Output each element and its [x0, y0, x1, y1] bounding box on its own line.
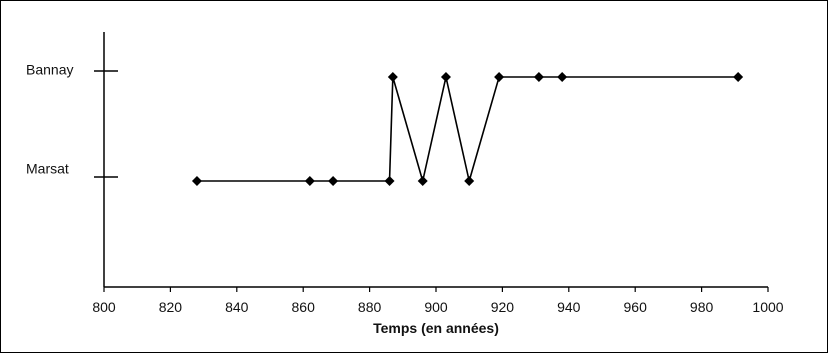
x-tick-label: 940	[557, 299, 581, 315]
series-line	[196, 76, 739, 182]
y-category-label: Marsat	[26, 161, 69, 177]
data-point-diamond	[304, 176, 315, 186]
x-tick-label: 860	[292, 299, 316, 315]
data-point-diamond	[440, 72, 451, 82]
y-category-label: Bannay	[26, 62, 73, 78]
data-point-diamond	[384, 176, 395, 186]
x-tick-label: 980	[690, 299, 714, 315]
data-point-diamond	[494, 72, 505, 82]
x-tick-label: 1000	[752, 299, 783, 315]
x-tick-label: 880	[358, 299, 382, 315]
data-point-diamond	[464, 176, 475, 186]
x-tick-label: 960	[624, 299, 648, 315]
x-tick-label: 820	[159, 299, 183, 315]
data-point-diamond	[191, 176, 202, 186]
data-point-diamond	[387, 72, 398, 82]
x-axis-ticks: 800 820 840 860 880 900 920 940 960 980 1000	[92, 287, 784, 315]
series-layer	[191, 72, 744, 186]
data-point-diamond	[417, 176, 428, 186]
data-point-diamond	[557, 72, 568, 82]
data-point-diamond	[533, 72, 544, 82]
axes	[103, 32, 768, 288]
data-point-diamond	[733, 72, 744, 82]
data-point-diamond	[328, 176, 339, 186]
y-axis-categories: Marsat Bannay	[26, 62, 118, 178]
x-axis-label: Temps (en années)	[373, 320, 499, 336]
x-tick-label: 920	[491, 299, 515, 315]
x-tick-label: 800	[92, 299, 116, 315]
x-tick-label: 840	[225, 299, 249, 315]
x-tick-label: 900	[424, 299, 448, 315]
